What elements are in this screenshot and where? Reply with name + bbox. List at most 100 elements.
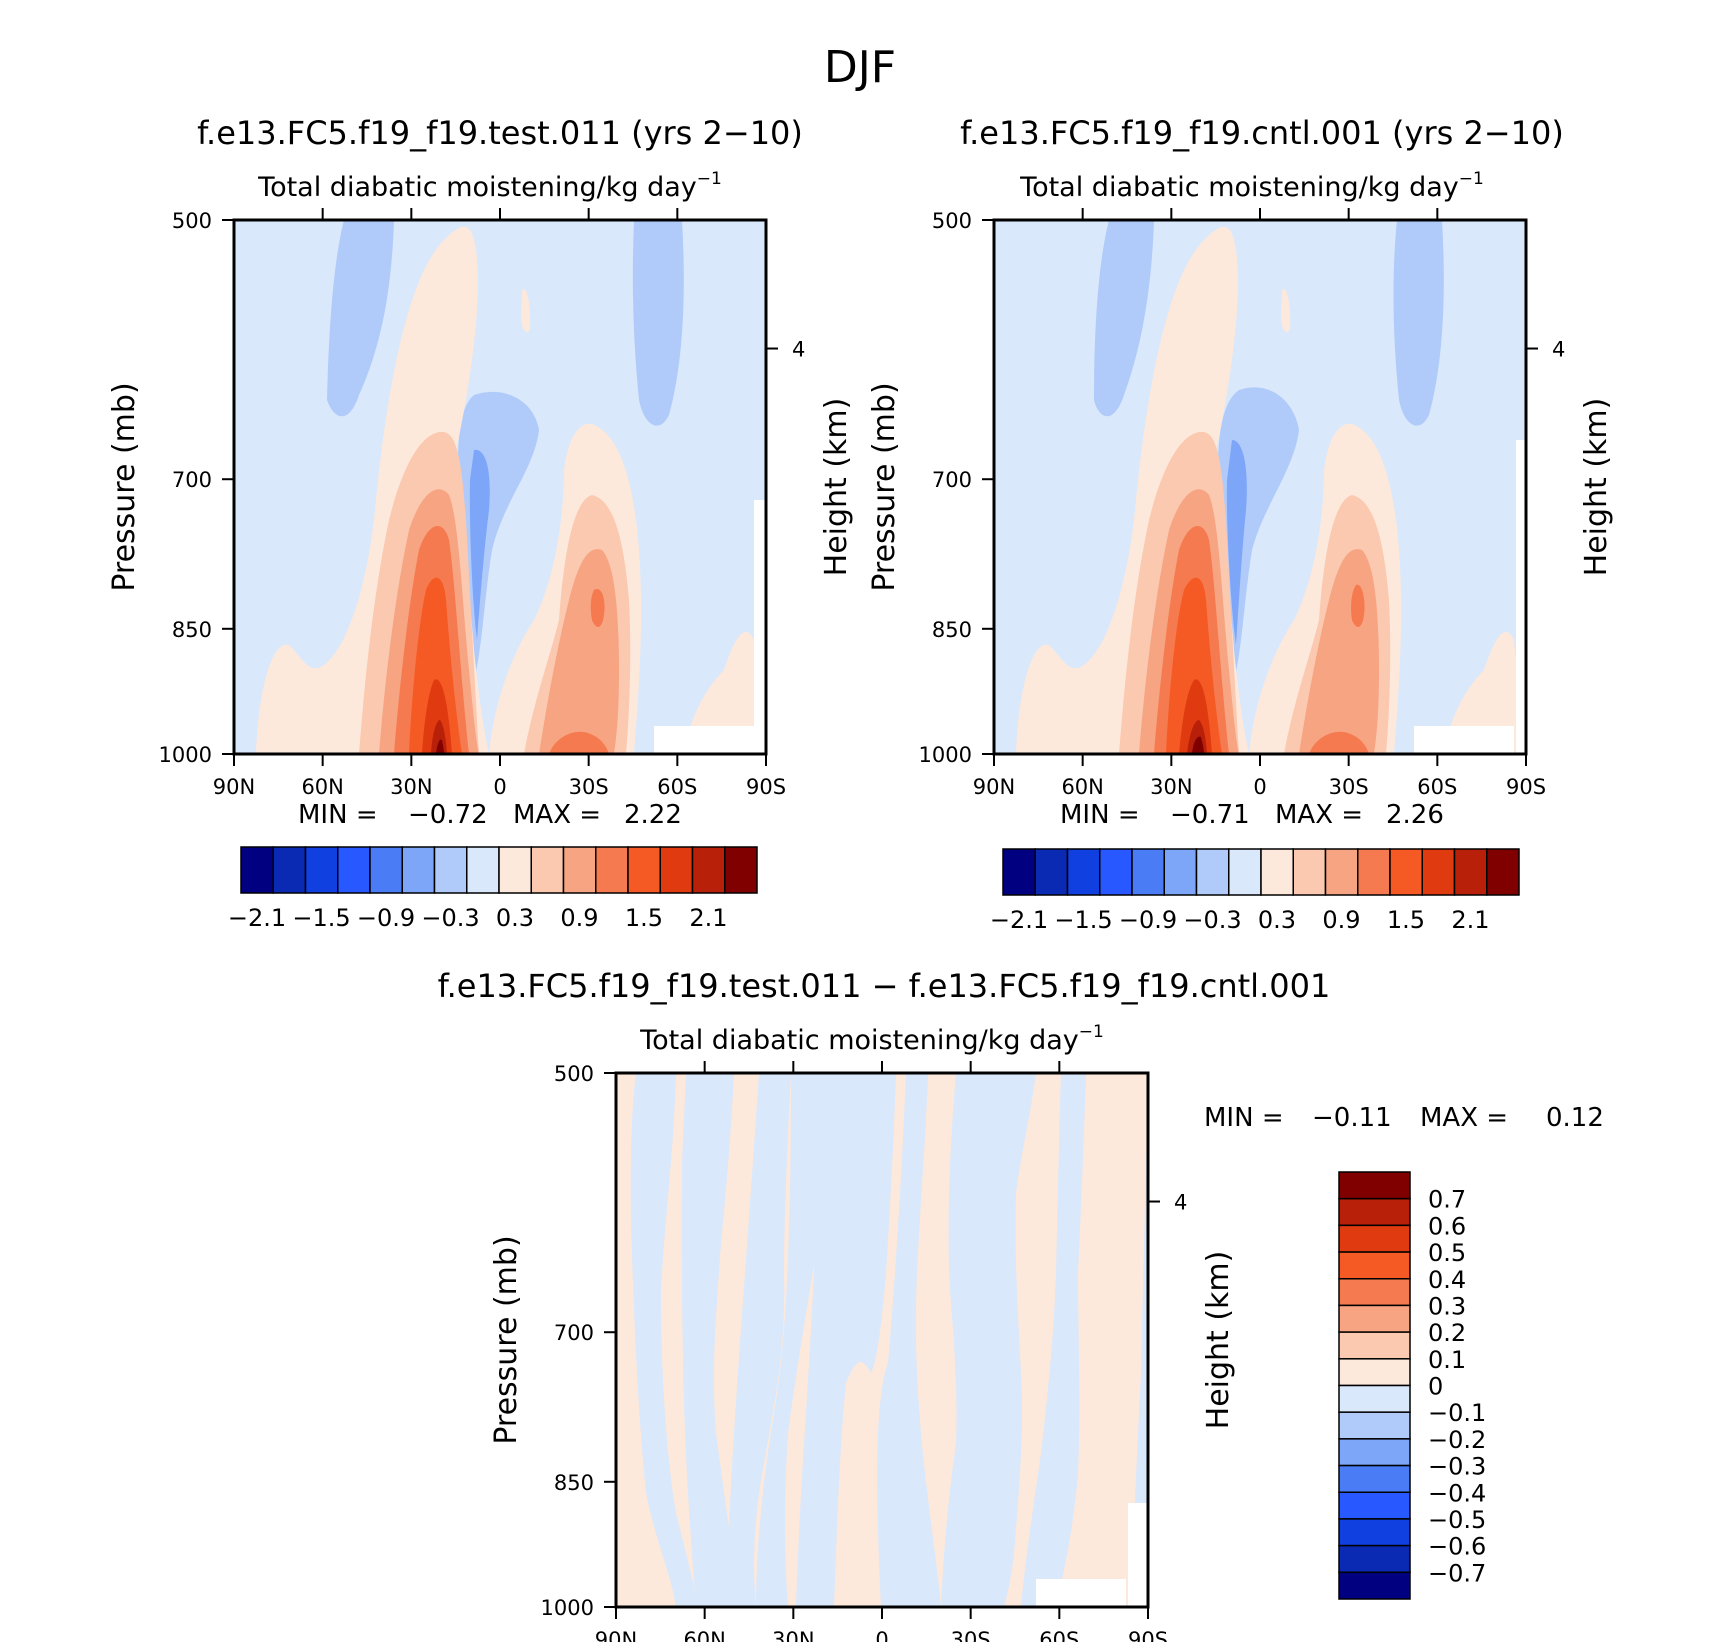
right-tick-label: 4 — [1174, 1191, 1187, 1215]
x-tick-label: 90S — [1128, 1628, 1168, 1642]
min-value: −0.11 — [1312, 1103, 1392, 1133]
y-tick-label: 500 — [172, 209, 212, 233]
contour-region — [726, 1073, 791, 1607]
min-label: MIN = — [1204, 1103, 1284, 1133]
stats-line: MIN = −0.11 MAX = 0.12 — [1204, 1103, 1604, 1133]
contour-region — [521, 289, 531, 332]
missing-data-region — [1128, 1503, 1148, 1607]
contour-region — [327, 220, 394, 417]
y-tick-label: 700 — [554, 1321, 594, 1345]
contour-region — [756, 1073, 826, 1607]
contour-field — [234, 220, 766, 754]
max-label: MAX = — [513, 800, 601, 830]
x-tick-label: 60S — [1417, 775, 1457, 799]
contour-region — [590, 589, 605, 627]
colorbar-swatch — [1338, 1438, 1411, 1467]
x-tick-label: 60S — [657, 775, 697, 799]
colorbar-swatch — [401, 846, 436, 894]
colorbar-label: 0.2 — [1428, 1319, 1466, 1347]
contour-region — [877, 1073, 941, 1607]
stats-line: MIN = −0.72 MAX = 2.22 — [298, 800, 682, 830]
contour-region — [1444, 631, 1524, 754]
colorbar-label: 0.4 — [1428, 1266, 1466, 1294]
y-tick-label: 700 — [932, 468, 972, 492]
contour-region — [436, 739, 444, 754]
colorbar-swatch — [272, 846, 307, 894]
axes: 90N 60N 30N 0 30S 60S 90S 500 700 850 1000 4 — [919, 208, 1565, 799]
colorbar-swatch — [240, 846, 274, 894]
contour-region — [632, 220, 684, 426]
colorbar-label: −0.4 — [1428, 1479, 1486, 1507]
colorbar-label: 1.5 — [1387, 906, 1425, 934]
x-tick-label: 0 — [493, 775, 506, 799]
contour-region — [630, 1073, 698, 1607]
x-tick-label: 0 — [875, 1628, 888, 1642]
colorbar-swatch — [1421, 848, 1456, 896]
colorbar-label: −1.5 — [1054, 906, 1112, 934]
colorbar-swatch — [1338, 1544, 1411, 1574]
max-value: 0.12 — [1546, 1103, 1604, 1133]
colorbar-label: −0.2 — [1428, 1426, 1486, 1454]
panel-title: f.e13.FC5.f19_f19.test.011 − f.e13.FC5.f… — [438, 967, 1331, 1005]
colorbar-swatch — [1338, 1411, 1411, 1440]
contour-region — [469, 449, 490, 640]
y-tick-label: 1000 — [919, 743, 972, 767]
y-tick-label: 850 — [172, 618, 212, 642]
contour-region — [1192, 736, 1204, 754]
contour-region — [941, 1073, 1036, 1607]
panel-subtitle: Total diabatic moistening/kg day−1 — [257, 169, 722, 203]
colorbar-label: 0.9 — [1322, 906, 1360, 934]
colorbar-label: −0.3 — [1183, 906, 1241, 934]
contour-region — [1166, 577, 1222, 754]
colorbar-swatch — [1338, 1171, 1411, 1200]
contour-region — [549, 731, 609, 754]
colorbar-swatch — [1338, 1331, 1411, 1360]
right-axis-label: Height (km) — [1579, 398, 1614, 577]
colorbar-label: 2.1 — [1451, 906, 1489, 934]
colorbar-swatch — [1338, 1358, 1411, 1387]
colorbar-label: 0.9 — [560, 904, 598, 932]
contour-region — [409, 577, 462, 754]
colorbar-swatch — [1338, 1304, 1411, 1333]
x-tick-label: 90N — [595, 1628, 637, 1642]
colorbar-swatch — [1099, 848, 1133, 896]
colorbar-swatch — [1260, 848, 1294, 896]
missing-data-region — [654, 726, 754, 754]
colorbar-label: −0.7 — [1428, 1559, 1486, 1587]
y-tick-label: 1000 — [159, 743, 212, 767]
contour-region — [1131, 1073, 1148, 1607]
min-value: −0.71 — [1170, 800, 1250, 830]
contour-field — [616, 1073, 1148, 1607]
colorbar-label: −2.1 — [990, 906, 1048, 934]
colorbar-swatch — [1292, 848, 1327, 896]
colorbar-label: 1.5 — [625, 904, 663, 932]
y-tick-label: 500 — [932, 209, 972, 233]
colorbar-swatch — [1338, 1384, 1411, 1413]
contour-region — [1094, 220, 1154, 417]
colorbar-label: −1.5 — [292, 904, 350, 932]
colorbar-label: 0 — [1428, 1373, 1443, 1401]
colorbar-label: 0.5 — [1428, 1239, 1466, 1267]
colorbar-swatch — [466, 846, 500, 894]
x-tick-label: 90N — [973, 775, 1015, 799]
colorbar-swatch — [1338, 1571, 1411, 1600]
min-label: MIN = — [1060, 800, 1140, 830]
colorbar-swatch — [1131, 848, 1165, 896]
x-tick-label: 30N — [772, 1628, 814, 1642]
colorbar-swatch — [1486, 848, 1520, 896]
panel-cntl: f.e13.FC5.f19_f19.cntl.001 (yrs 2−10) To… — [867, 114, 1614, 934]
max-label: MAX = — [1420, 1103, 1508, 1133]
y-axis-label: Pressure (mb) — [107, 382, 142, 591]
x-tick-label: 0 — [1253, 775, 1266, 799]
colorbar-label: −0.3 — [1428, 1453, 1486, 1481]
y-tick-label: 850 — [554, 1471, 594, 1495]
contour-region — [681, 1073, 741, 1607]
panel-title: f.e13.FC5.f19_f19.test.011 (yrs 2−10) — [197, 114, 803, 152]
colorbar-label: −0.3 — [421, 904, 479, 932]
colorbar-swatch — [1338, 1224, 1411, 1253]
colorbar-swatch — [691, 846, 726, 894]
contour-field — [994, 220, 1526, 754]
colorbar-label: 0.6 — [1428, 1212, 1466, 1240]
contour-region — [796, 1073, 896, 1607]
y-axis-label: Pressure (mb) — [867, 382, 902, 591]
